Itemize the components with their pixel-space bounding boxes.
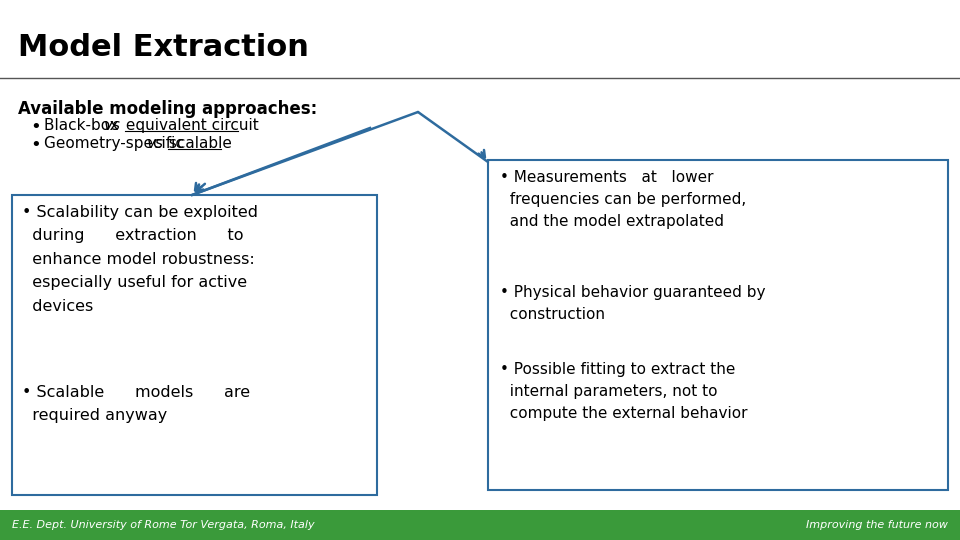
Text: •: •: [30, 118, 40, 136]
Text: vs: vs: [104, 118, 121, 133]
Text: vs: vs: [147, 136, 164, 151]
Text: scalable: scalable: [164, 136, 232, 151]
Text: • Physical behavior guaranteed by
  construction: • Physical behavior guaranteed by constr…: [500, 285, 765, 322]
Text: • Scalable      models      are
  required anyway: • Scalable models are required anyway: [22, 385, 251, 423]
Text: Geometry-specific: Geometry-specific: [44, 136, 189, 151]
Text: •: •: [30, 136, 40, 154]
Text: equivalent circuit: equivalent circuit: [121, 118, 259, 133]
Text: • Scalability can be exploited
  during      extraction      to
  enhance model : • Scalability can be exploited during ex…: [22, 205, 258, 314]
Text: Improving the future now: Improving the future now: [806, 520, 948, 530]
Text: Model Extraction: Model Extraction: [18, 33, 309, 63]
Text: • Possible fitting to extract the
  internal parameters, not to
  compute the ex: • Possible fitting to extract the intern…: [500, 362, 748, 421]
Text: E.E. Dept. University of Rome Tor Vergata, Roma, Italy: E.E. Dept. University of Rome Tor Vergat…: [12, 520, 315, 530]
Text: Black-box: Black-box: [44, 118, 124, 133]
FancyBboxPatch shape: [0, 510, 960, 540]
Text: • Measurements   at   lower
  frequencies can be performed,
  and the model extr: • Measurements at lower frequencies can …: [500, 170, 746, 230]
FancyBboxPatch shape: [12, 195, 377, 495]
Text: Available modeling approaches:: Available modeling approaches:: [18, 100, 317, 118]
FancyBboxPatch shape: [488, 160, 948, 490]
